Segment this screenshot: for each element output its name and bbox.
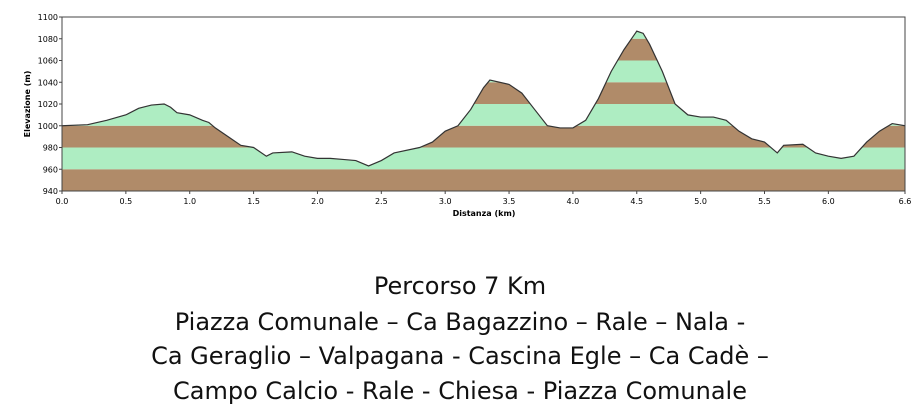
x-tick-label: 2.5: [375, 197, 388, 206]
x-tick-label: 5.5: [758, 197, 771, 206]
caption-line: Percorso 7 Km: [374, 272, 546, 300]
x-tick-label: 4.5: [630, 197, 643, 206]
caption-line: Campo Calcio - Rale - Chiesa - Piazza Co…: [173, 377, 747, 405]
x-tick-label: 6.6: [899, 197, 912, 206]
elevation-band: [62, 60, 905, 83]
y-tick-label: 1020: [38, 100, 58, 109]
x-tick-label: 6.0: [822, 197, 835, 206]
y-tick-label: 1100: [38, 13, 58, 22]
elevation-line: [61, 30, 906, 167]
y-axis-title: Elevazione (m): [23, 71, 32, 138]
y-tick-label: 1040: [38, 78, 58, 87]
x-tick-label: 3.0: [439, 197, 452, 206]
x-tick-label: 1.5: [247, 197, 260, 206]
elevation-band: [62, 31, 905, 39]
elevation-band: [62, 169, 905, 191]
x-tick-label: 3.5: [503, 197, 516, 206]
x-axis-title: Distanza (km): [453, 209, 516, 218]
y-tick-label: 1080: [38, 35, 58, 44]
x-tick-label: 0.0: [56, 197, 69, 206]
elevation-band: [62, 82, 905, 104]
caption-line: Ca Geraglio – Valpagana - Cascina Egle –…: [151, 342, 769, 370]
y-tick-label: 1060: [38, 57, 58, 66]
x-tick-label: 2.0: [311, 197, 324, 206]
y-tick-label: 960: [43, 165, 58, 174]
x-tick-label: 0.5: [119, 197, 132, 206]
y-tick-label: 940: [43, 187, 58, 196]
elevation-band: [62, 38, 905, 61]
x-tick-label: 4.0: [567, 197, 580, 206]
x-tick-label: 5.0: [694, 197, 707, 206]
caption-line: Piazza Comunale – Ca Bagazzino – Rale – …: [175, 308, 746, 336]
x-tick-label: 1.0: [183, 197, 196, 206]
y-tick-label: 1000: [38, 122, 58, 131]
y-tick-label: 980: [43, 144, 58, 153]
elevation-band: [62, 125, 905, 148]
bands: [62, 31, 905, 191]
